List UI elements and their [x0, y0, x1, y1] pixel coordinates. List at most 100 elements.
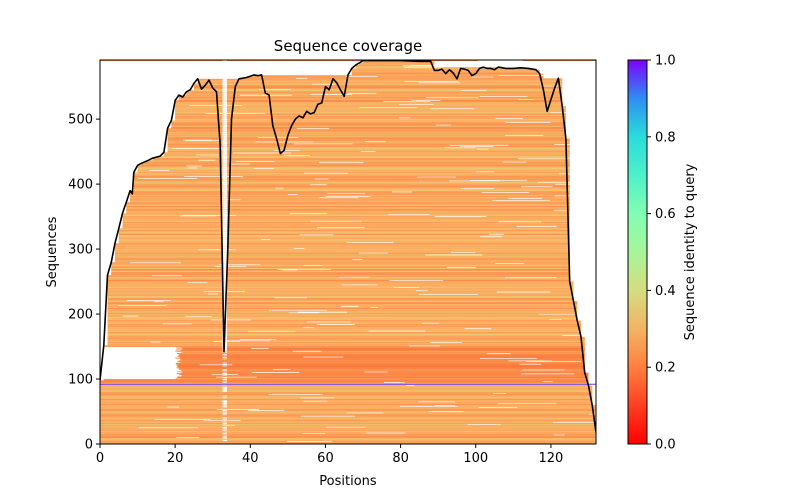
sequence-row [133, 178, 570, 180]
sequence-gap [222, 152, 228, 154]
sequence-row [100, 416, 596, 418]
sequence-row [115, 255, 570, 257]
sequence-gap [222, 176, 228, 179]
sequence-row [111, 267, 570, 269]
sequence-row [107, 339, 585, 341]
sequence-row [186, 93, 563, 95]
sequence-row [167, 145, 570, 147]
sequence-gap [222, 372, 228, 374]
sequence-gap [222, 193, 228, 195]
sequence-gap [461, 188, 495, 190]
sequence-row [107, 328, 581, 330]
sequence-row [107, 335, 581, 337]
sequence-row [100, 384, 589, 386]
sequence-gap [222, 189, 228, 191]
sequence-row [107, 302, 578, 304]
sequence-gap [222, 84, 228, 86]
sequence-row [107, 336, 585, 338]
sequence-gap [222, 380, 228, 382]
sequence-gap [480, 236, 502, 238]
sequence-gap [130, 262, 181, 264]
sequence-gap [222, 379, 228, 381]
sequence-gap [588, 413, 596, 415]
sequence-gap [222, 194, 228, 196]
sequence-gap [434, 405, 456, 407]
sequence-row [197, 80, 563, 82]
sequence-gap [222, 85, 228, 87]
sequence-gap [222, 262, 228, 264]
sequence-row [107, 295, 574, 297]
sequence-gap [222, 294, 228, 296]
sequence-gap [311, 83, 335, 85]
sequence-gap [222, 107, 228, 109]
sequence-row [130, 200, 570, 202]
sequence-gap [222, 162, 228, 164]
sequence-row [193, 83, 563, 85]
sequence-row [115, 261, 570, 263]
chart-title: Sequence coverage [274, 37, 422, 55]
sequence-gap [347, 92, 377, 94]
sequence-row [175, 102, 563, 104]
sequence-gap [222, 153, 228, 155]
sequence-row [126, 203, 570, 205]
sequence-gap [293, 143, 353, 145]
sequence-gap [222, 166, 228, 168]
sequence-row [100, 405, 596, 407]
sequence-row [100, 421, 596, 423]
sequence-gap [223, 424, 235, 426]
sequence-gap [187, 167, 197, 169]
sequence-row [118, 237, 570, 239]
sequence-gap [222, 197, 228, 199]
sequence-row [163, 154, 570, 156]
sequence-gap [222, 197, 228, 199]
sequence-gap [222, 241, 228, 243]
sequence-gap [461, 89, 487, 91]
sequence-row [100, 414, 596, 416]
sequence-gap [222, 403, 228, 405]
sequence-gap [222, 123, 228, 125]
sequence-gap [222, 227, 228, 229]
sequence-row [100, 437, 596, 439]
sequence-row [167, 132, 566, 134]
sequence-row [115, 243, 570, 245]
sequence-gap [222, 134, 228, 136]
sequence-gap [222, 104, 228, 106]
sequence-gap [222, 277, 228, 279]
sequence-gap [314, 178, 329, 180]
sequence-row [100, 435, 596, 437]
sequence-gap [562, 334, 596, 336]
sequence-gap [126, 299, 171, 301]
sequence-row [122, 226, 570, 228]
sequence-gap [222, 286, 228, 288]
sequence-gap [205, 112, 265, 114]
sequence-row [107, 334, 581, 336]
sequence-gap [346, 412, 384, 414]
sequence-row [130, 201, 570, 203]
sequence-gap [300, 415, 355, 417]
sequence-row [171, 122, 566, 124]
sequence-gap [222, 228, 228, 230]
sequence-row [175, 100, 563, 102]
sequence-gap [222, 80, 228, 82]
sequence-gap [222, 409, 228, 411]
sequence-gap [222, 159, 228, 161]
sequence-gap [504, 134, 544, 136]
sequence-row [122, 213, 570, 215]
sequence-gap [222, 143, 228, 145]
sequence-row [107, 322, 581, 324]
sequence-row [180, 358, 585, 360]
sequence-row [181, 347, 585, 349]
sequence-row [175, 117, 566, 119]
sequence-row [100, 430, 596, 432]
sequence-row [107, 327, 581, 329]
sequence-row [178, 95, 563, 97]
sequence-row [111, 267, 570, 269]
sequence-row [107, 332, 581, 334]
sequence-gap [365, 140, 386, 142]
sequence-gap [222, 74, 228, 76]
sequence-gap [252, 371, 300, 373]
sequence-gap [222, 427, 228, 429]
sequence-row [122, 218, 570, 220]
sequence-row [137, 170, 570, 172]
sequence-row [171, 127, 566, 129]
